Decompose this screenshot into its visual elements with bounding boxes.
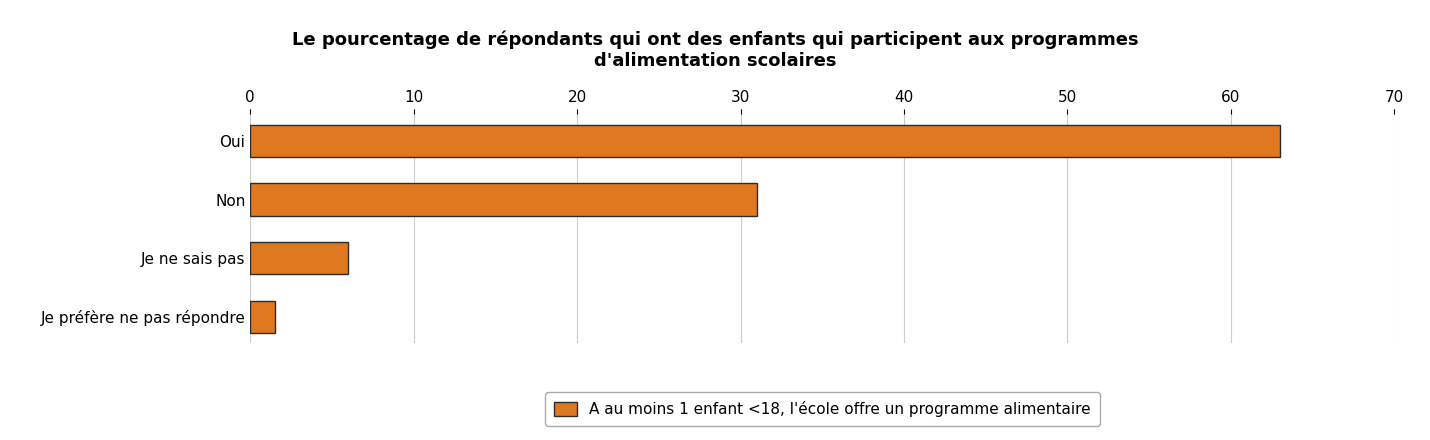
Bar	[250, 183, 756, 216]
Text: Le pourcentage de répondants qui ont des enfants qui participent aux programmes
: Le pourcentage de répondants qui ont des…	[292, 31, 1138, 70]
Legend: A au moins 1 enfant <18, l'école offre un programme alimentaire: A au moins 1 enfant <18, l'école offre u…	[545, 392, 1100, 426]
Bar	[250, 125, 1280, 157]
Bar	[250, 301, 275, 333]
Bar	[250, 242, 349, 274]
